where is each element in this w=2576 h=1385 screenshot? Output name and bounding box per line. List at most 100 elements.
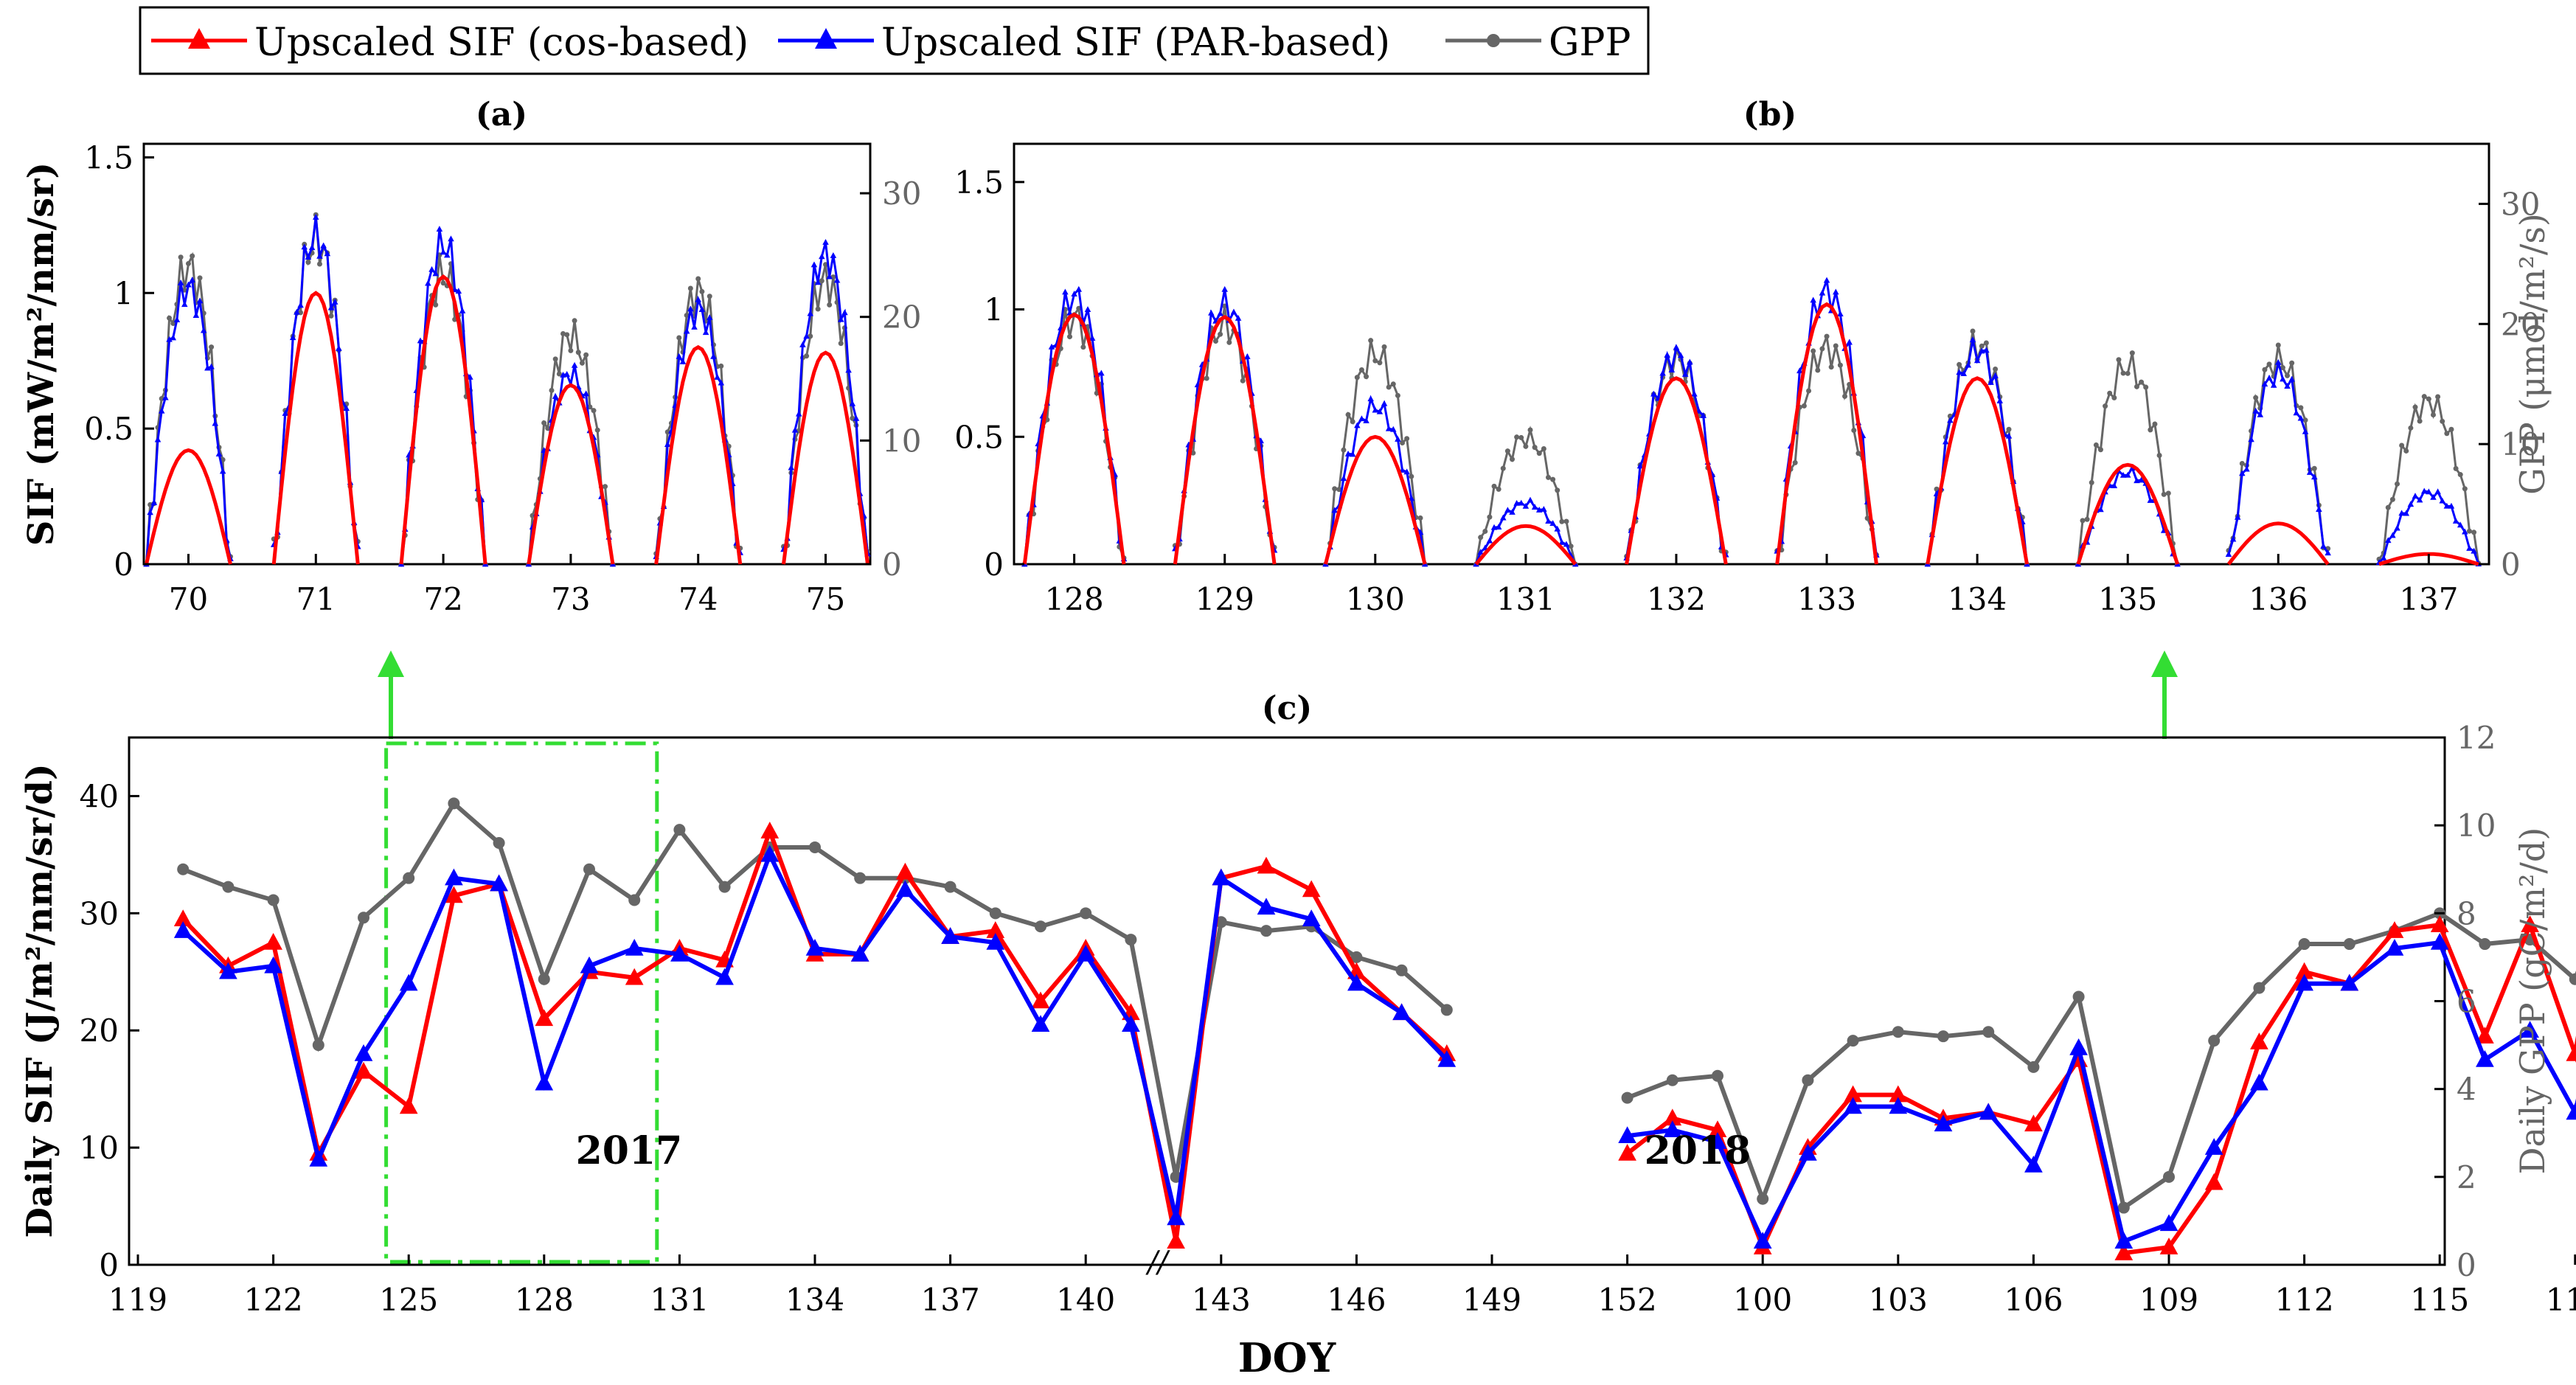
par-point [150,499,158,506]
par-point [2320,543,2327,549]
gpp-point [2417,418,2423,424]
gpp-point [2027,1061,2040,1073]
gpp-point [676,335,682,341]
par-point [1664,351,1670,358]
par-point [417,337,424,344]
cos-point [535,1009,554,1027]
par-point [1075,285,1083,292]
gpp-point [1390,381,1396,387]
gpp-point [575,350,581,355]
par-point [2439,497,2446,504]
gpp-point [1532,445,1538,451]
x-tick-label: 122 [244,1282,303,1318]
legend-entry-par: Upscaled SIF (PAR-based) [778,21,1390,65]
par-point [1531,504,1538,510]
par-point [1979,1103,1998,1120]
gpp-point [1811,348,1816,354]
gpp-point [1240,378,1246,383]
par-point [1541,506,1547,512]
par-point [1347,973,1366,991]
par-point [1031,1015,1050,1032]
par-point [428,265,435,272]
panel-c-title: (c) [1262,690,1312,727]
gpp-point [1864,516,1870,521]
par-point [2234,513,2241,520]
par-point [440,249,447,255]
gpp-point [2139,379,2145,385]
par-point [2426,488,2432,495]
gpp-point [1368,338,1374,344]
par-point [1934,1114,1953,1132]
gpp-point [1568,544,1574,549]
par-line-day-136 [2227,362,2329,555]
par-point [1167,1208,1185,1226]
gpp-point [2408,425,2414,431]
par-point [1549,520,1556,527]
par-point [1344,450,1352,457]
x-tick-label: 128 [515,1282,574,1318]
gpp-point [1828,364,1834,370]
gpp-point [809,841,821,853]
gpp-point [493,837,505,849]
gpp-point [1979,343,1985,349]
par-point [1331,507,1338,513]
par-point [714,373,721,380]
gpp-point [1491,483,1497,489]
par-point [2476,1049,2494,1067]
par-line-day-133 [1776,280,1878,555]
gpp-point [1982,1026,1995,1038]
par-point [2420,487,2428,494]
par-point [294,308,300,315]
par-point [1513,499,1520,506]
y2-tick-label: 10 [2501,426,2540,462]
panel-a-title: (a) [476,96,527,133]
par-point [2134,477,2140,484]
panel-b-plot [1021,277,2482,567]
gpp-point [1806,388,1812,394]
gpp-point [1226,339,1232,345]
par-point [1089,335,1096,341]
par-point [1066,309,1073,316]
par-point [676,353,683,359]
panel-c-yticks: 0 10 20 30 40 [80,778,139,1283]
par-point [1071,291,1077,297]
gpp-point [2466,528,2472,534]
par-point [2385,939,2404,956]
gpp-series-2017 [182,799,1448,1178]
gpp-point [2457,472,2463,478]
gpp-point [1563,518,1569,524]
par-point [1302,909,1321,927]
gpp-line-day-130 [1324,340,1426,565]
x-tick-label: 74 [678,581,718,617]
gpp-point [1358,367,1364,373]
par-point [313,213,319,220]
par-point [2306,468,2313,475]
gpp-point [1851,428,1857,434]
par-point [2138,476,2145,483]
gpp-point [1855,451,1861,457]
panel-c-y2label: Daily GPP (gC/m²/d) [2513,827,2552,1175]
gpp-point [695,276,701,282]
gpp-point [2385,504,2391,510]
par-point [331,299,339,305]
panel-c-plot [173,797,2576,1260]
x-tick-label: 125 [379,1282,438,1318]
par-point [173,316,181,322]
y2-tick-label: 10 [2457,808,2496,844]
gpp-point [2471,530,2477,535]
gpp-point [1957,361,1962,367]
par-point [200,327,207,333]
gpp-point [579,360,585,366]
gpp-point [815,306,821,312]
gpp-point [583,352,589,358]
par-point [2252,407,2259,414]
gpp-point [541,420,547,426]
gpp-point [2395,481,2400,487]
gpp-point [1541,446,1546,452]
gpp-point [1847,1035,1859,1047]
cos-point [1889,1085,1908,1103]
gpp-point [1417,515,1423,521]
gpp-point [2298,405,2304,411]
par-point [941,927,959,944]
